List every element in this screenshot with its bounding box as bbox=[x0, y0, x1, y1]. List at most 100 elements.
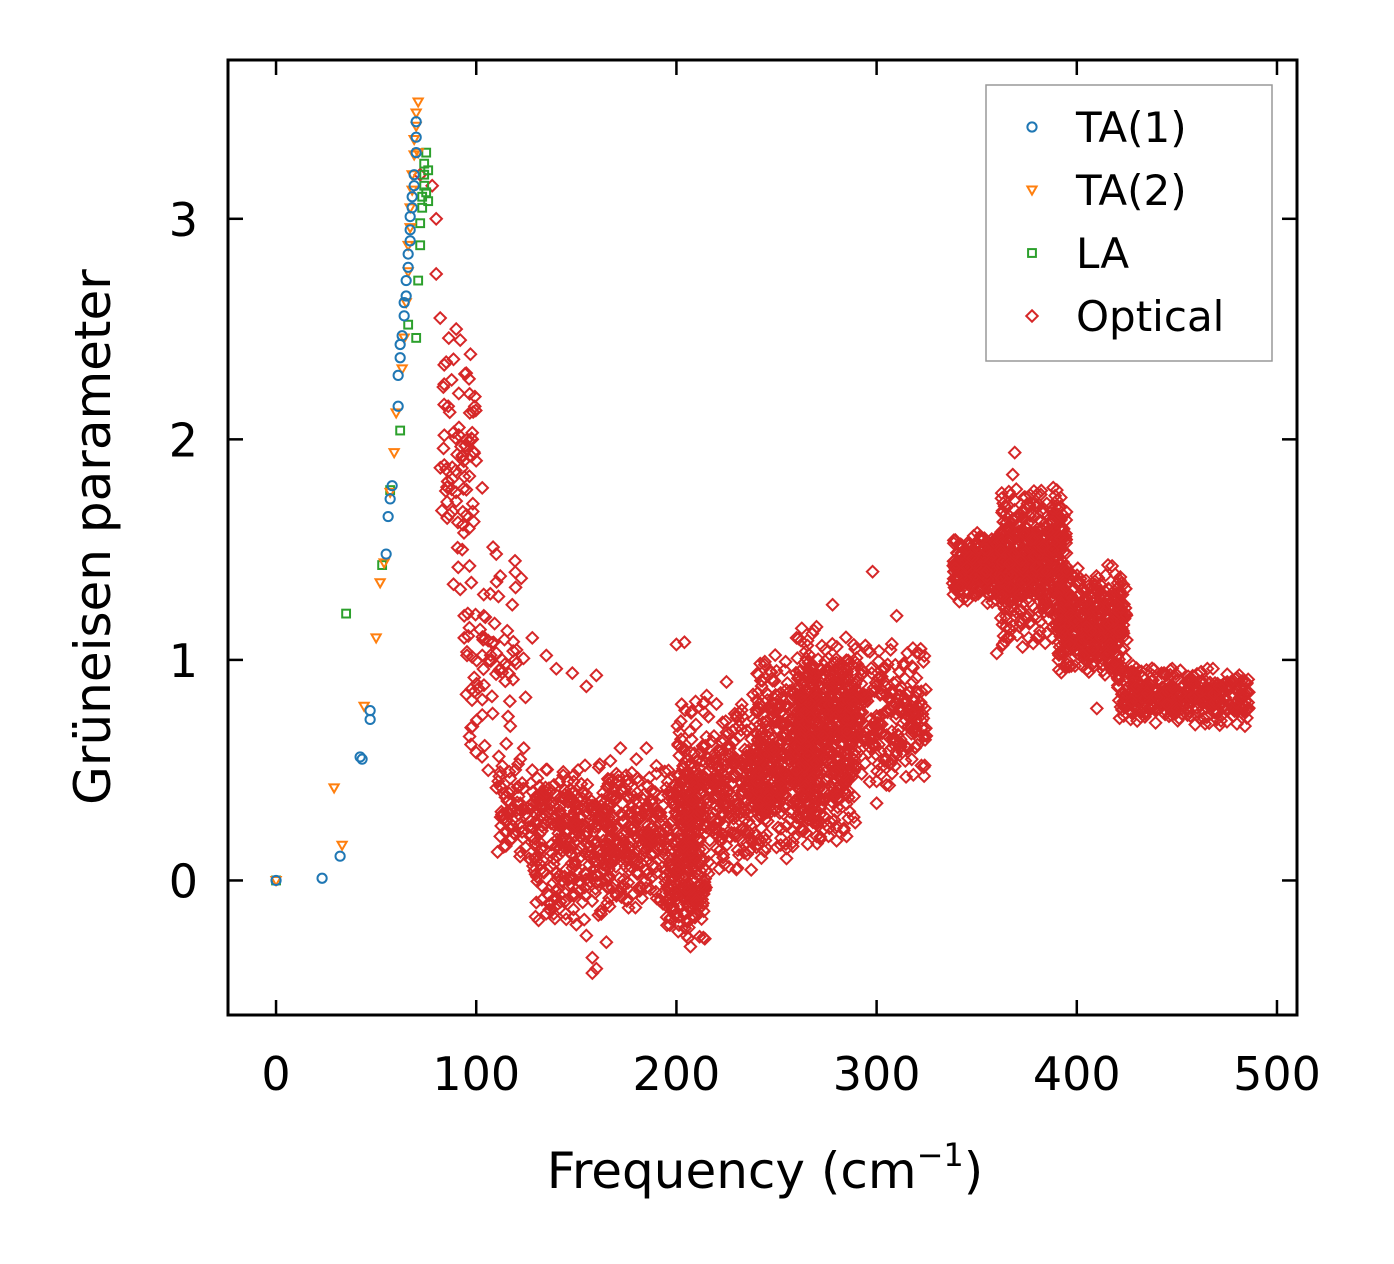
optical-point bbox=[1003, 487, 1018, 502]
optical-point bbox=[491, 774, 506, 789]
optical-cloud-point bbox=[759, 719, 774, 734]
optical-cloud-point bbox=[713, 833, 729, 849]
optical-point bbox=[441, 399, 456, 414]
optical-cloud-point bbox=[1110, 678, 1126, 693]
optical-cloud-point bbox=[893, 699, 908, 714]
optical-cloud-point bbox=[451, 420, 467, 435]
optical-cloud-point bbox=[682, 839, 697, 854]
optical-point bbox=[719, 674, 734, 690]
optical-point bbox=[1025, 531, 1040, 546]
optical-point bbox=[613, 740, 628, 756]
optical-point bbox=[569, 917, 584, 932]
optical-cloud-point bbox=[1000, 567, 1015, 582]
optical-cloud-point bbox=[681, 880, 696, 896]
optical-cloud-point bbox=[657, 764, 672, 779]
optical-cloud-point bbox=[494, 807, 510, 822]
optical-cloud-point bbox=[474, 749, 490, 764]
optical-cloud-point bbox=[1137, 700, 1153, 716]
optical-cloud-point bbox=[823, 785, 839, 800]
optical-cloud-point bbox=[1238, 702, 1254, 718]
optical-cloud-point bbox=[1051, 662, 1067, 678]
optical-cloud-point bbox=[464, 575, 479, 590]
ta-1-point bbox=[406, 202, 418, 214]
optical-cloud-point bbox=[999, 500, 1014, 515]
optical-cloud-point bbox=[660, 839, 675, 855]
optical-cloud-point bbox=[1173, 686, 1189, 702]
optical-cloud-point bbox=[492, 769, 507, 784]
optical-cloud-point bbox=[809, 836, 825, 851]
optical-point bbox=[1229, 716, 1245, 732]
optical-cloud-point bbox=[592, 757, 607, 772]
optical-cloud-point bbox=[829, 671, 844, 686]
optical-cloud-point bbox=[1006, 546, 1022, 561]
optical-cloud-point bbox=[841, 811, 856, 826]
ta-2-point bbox=[387, 448, 401, 460]
optical-cloud-point bbox=[908, 740, 923, 755]
optical-cloud-point bbox=[578, 865, 593, 880]
optical-point bbox=[989, 646, 1004, 661]
optical-cloud-point bbox=[1218, 681, 1234, 696]
y-tick-label: 2 bbox=[169, 413, 198, 467]
optical-cloud-point bbox=[491, 589, 506, 604]
optical-point bbox=[455, 542, 470, 557]
optical-cloud-point bbox=[634, 880, 649, 895]
optical-cloud-point bbox=[622, 863, 637, 878]
optical-point bbox=[453, 582, 468, 597]
optical-cloud-point bbox=[483, 653, 498, 669]
optical-cloud-point bbox=[634, 891, 650, 906]
optical-point bbox=[819, 818, 834, 833]
optical-cloud-point bbox=[1119, 608, 1134, 623]
optical-point bbox=[513, 751, 528, 767]
optical-cloud-point bbox=[1198, 692, 1213, 707]
optical-cloud-point bbox=[827, 675, 842, 690]
ta-1-point bbox=[406, 191, 418, 203]
optical-cloud-point bbox=[718, 714, 733, 729]
optical-cloud-point bbox=[602, 899, 617, 914]
optical-cloud-point bbox=[840, 713, 855, 728]
ta-1-point bbox=[392, 369, 404, 381]
optical-cloud-point bbox=[707, 826, 723, 841]
optical-point bbox=[559, 833, 574, 848]
optical-cloud-point bbox=[818, 642, 833, 658]
optical-cloud-point bbox=[1041, 611, 1056, 627]
optical-cloud-point bbox=[631, 774, 646, 789]
optical-cloud-point bbox=[881, 702, 897, 717]
optical-point bbox=[649, 807, 664, 822]
ta-2-point bbox=[369, 633, 383, 645]
optical-cloud-point bbox=[825, 781, 841, 796]
optical-cloud-point bbox=[1110, 680, 1126, 695]
optical-cloud-point bbox=[839, 664, 855, 679]
ta-2-point bbox=[411, 97, 425, 109]
optical-cloud-point bbox=[451, 427, 466, 443]
data-points bbox=[269, 97, 1253, 981]
optical-cloud-point bbox=[778, 682, 794, 698]
optical-cloud-point bbox=[687, 850, 702, 866]
optical-point bbox=[569, 818, 584, 833]
optical-point bbox=[503, 718, 518, 734]
optical-cloud-point bbox=[751, 667, 766, 682]
optical-cloud-point bbox=[1091, 599, 1106, 614]
optical-cloud-point bbox=[789, 817, 805, 832]
optical-cloud-point bbox=[1156, 665, 1172, 681]
optical-cloud-point bbox=[877, 659, 892, 675]
optical-cloud-point bbox=[1198, 682, 1213, 697]
optical-cloud-point bbox=[1002, 620, 1017, 636]
optical-cloud-point bbox=[1035, 598, 1050, 614]
optical-cloud-point bbox=[553, 819, 568, 834]
optical-cloud-point bbox=[437, 428, 452, 443]
optical-cloud-point bbox=[849, 650, 864, 666]
optical-point bbox=[739, 723, 754, 738]
optical-cloud-point bbox=[518, 690, 533, 705]
optical-cloud-point bbox=[757, 654, 772, 669]
optical-point bbox=[1007, 445, 1022, 460]
optical-cloud-point bbox=[566, 902, 581, 917]
optical-cloud-point bbox=[740, 847, 755, 862]
optical-cloud-point bbox=[603, 753, 618, 769]
ta-2-point bbox=[327, 783, 341, 795]
optical-point bbox=[467, 670, 482, 685]
optical-cloud-point bbox=[602, 821, 617, 836]
optical-cloud-point bbox=[455, 517, 471, 532]
optical-cloud-point bbox=[525, 784, 540, 800]
optical-point bbox=[1179, 703, 1195, 718]
optical-cloud-point bbox=[1055, 624, 1071, 639]
